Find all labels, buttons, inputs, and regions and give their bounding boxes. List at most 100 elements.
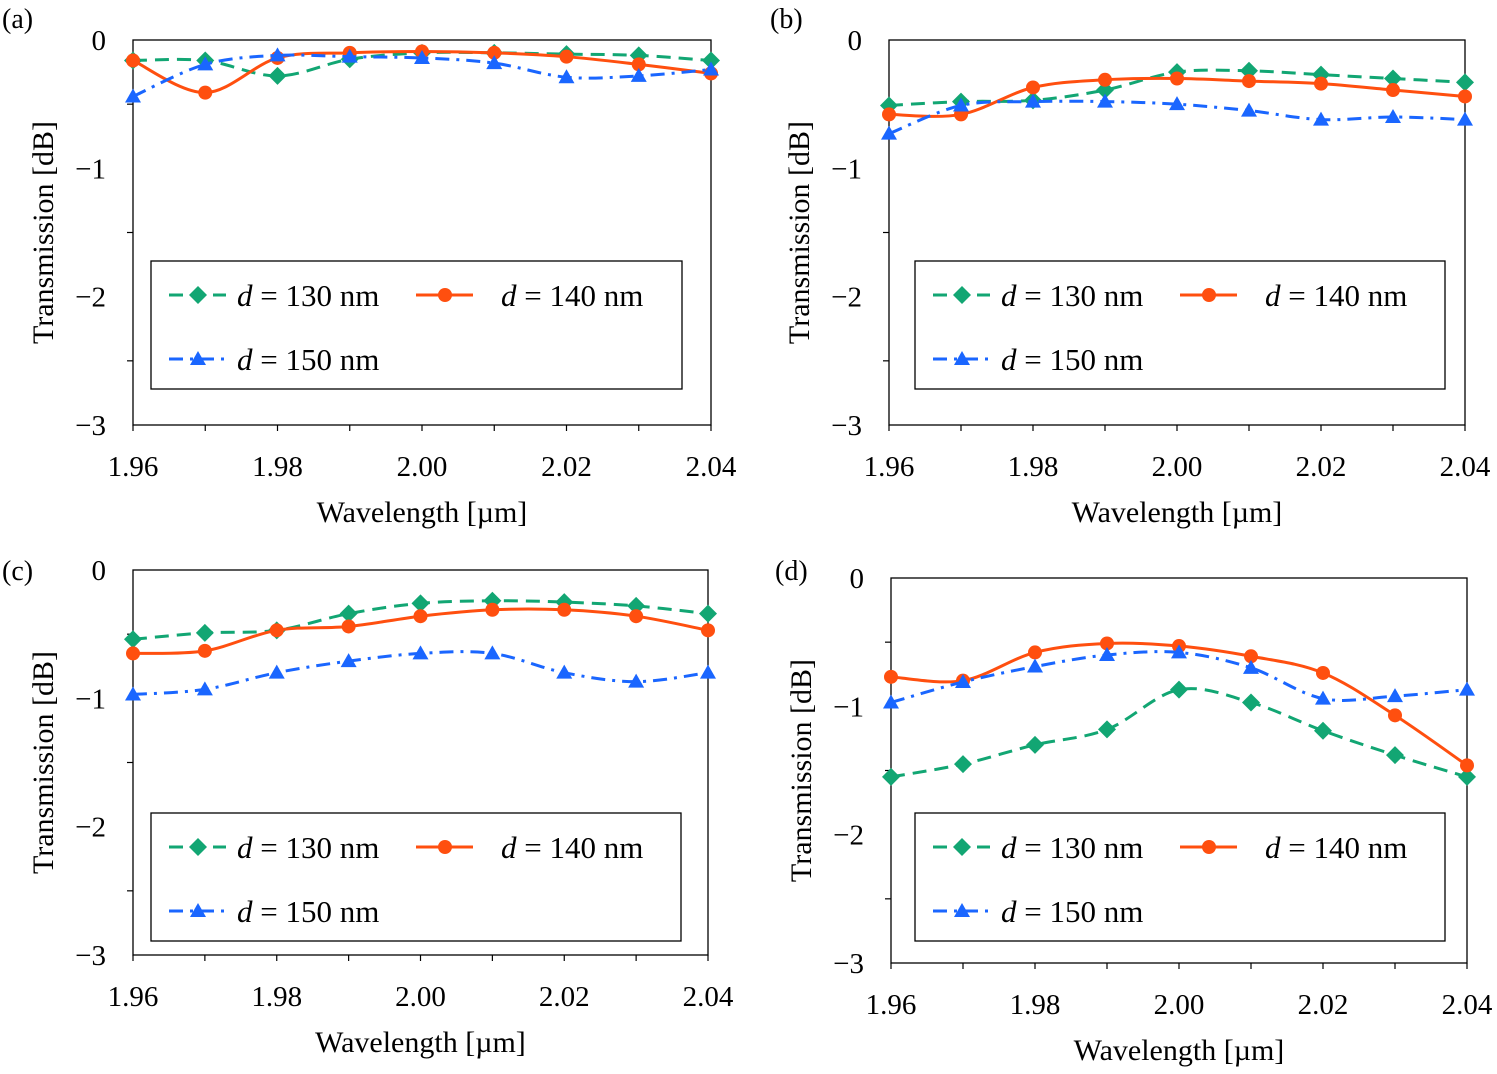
data-point bbox=[125, 686, 141, 701]
data-point bbox=[485, 602, 500, 617]
data-point bbox=[955, 673, 971, 688]
legend-variable: d bbox=[1001, 894, 1017, 929]
data-point bbox=[198, 85, 213, 100]
series-line bbox=[890, 650, 1468, 704]
legend-marker bbox=[438, 840, 452, 854]
legend-marker bbox=[954, 351, 970, 365]
x-tick-label: 2.04 bbox=[1442, 989, 1493, 1021]
legend-value: = 150 nm bbox=[1017, 894, 1144, 929]
legend-label: d = 130 nm bbox=[237, 830, 379, 865]
data-point bbox=[412, 645, 429, 660]
x-tick-label: 2.02 bbox=[1296, 451, 1347, 483]
data-point bbox=[628, 673, 645, 688]
data-point bbox=[1099, 647, 1115, 661]
y-tick-label: −3 bbox=[833, 948, 864, 980]
data-point bbox=[414, 49, 430, 64]
x-axis-label: Wavelength [µm] bbox=[317, 496, 528, 529]
panel-d: (d) 0 −1 −2 −31.96 1.98 2.00 2.02 2.04 Wavelength… bbox=[775, 556, 1493, 1067]
legend-marker bbox=[189, 286, 207, 304]
data-point bbox=[1314, 721, 1332, 740]
y-tick-label: −3 bbox=[831, 410, 862, 442]
data-point bbox=[556, 664, 573, 679]
legend-value: = 130 nm bbox=[253, 830, 380, 865]
legend-value: = 140 nm bbox=[517, 830, 644, 865]
data-point bbox=[1169, 96, 1185, 111]
x-tick-label: 1.96 bbox=[108, 451, 159, 483]
legend-box bbox=[914, 260, 1446, 390]
data-point bbox=[558, 69, 575, 84]
data-point bbox=[627, 596, 646, 615]
data-point bbox=[1314, 76, 1328, 91]
panel-b: (b) 0 −1 −2 −31.96 1.98 2.00 2.02 2.04 Wavelength… bbox=[770, 4, 1491, 529]
y-tick-label: 0 bbox=[92, 25, 107, 57]
x-tick-label: 1.96 bbox=[108, 981, 159, 1013]
y-tick-label: −2 bbox=[833, 820, 864, 852]
y-tick-label: 0 bbox=[850, 563, 865, 595]
data-point bbox=[1315, 690, 1331, 705]
legend: d = 130 nm d = 140 nmd = 150 nm bbox=[150, 812, 682, 942]
legend-marker bbox=[953, 838, 971, 856]
data-point bbox=[269, 623, 284, 638]
legend-value: = 130 nm bbox=[1017, 278, 1144, 313]
data-point bbox=[1171, 644, 1187, 659]
y-axis-label: Transmission [dB] bbox=[785, 659, 818, 882]
data-point bbox=[1025, 93, 1041, 108]
data-point bbox=[882, 767, 900, 786]
data-point bbox=[1170, 680, 1188, 699]
data-point bbox=[126, 53, 140, 68]
data-point bbox=[1386, 83, 1400, 98]
x-tick-label: 2.00 bbox=[395, 981, 446, 1013]
data-point bbox=[1098, 72, 1112, 87]
legend-variable: d bbox=[1001, 342, 1017, 377]
x-tick-label: 2.00 bbox=[1152, 451, 1203, 483]
y-tick-label: 0 bbox=[92, 555, 107, 587]
data-point bbox=[702, 51, 720, 70]
data-point bbox=[1313, 111, 1329, 126]
y-tick-label: −1 bbox=[75, 683, 106, 715]
panel-label: (d) bbox=[775, 556, 808, 587]
x-tick-label: 2.04 bbox=[683, 981, 734, 1013]
y-tick-label: −3 bbox=[75, 410, 106, 442]
data-point bbox=[883, 694, 899, 709]
data-point bbox=[1243, 659, 1259, 674]
data-point bbox=[701, 623, 715, 638]
legend-label: d = 130 nm bbox=[1001, 830, 1143, 865]
data-point bbox=[954, 755, 972, 774]
data-point bbox=[1170, 71, 1184, 86]
data-point bbox=[1316, 665, 1330, 680]
data-point bbox=[1385, 109, 1401, 123]
x-tick-label: 1.98 bbox=[1010, 989, 1061, 1021]
legend-variable: d bbox=[237, 278, 253, 313]
data-point bbox=[195, 623, 214, 642]
data-point bbox=[1457, 111, 1473, 126]
data-point bbox=[124, 630, 142, 649]
data-point bbox=[1241, 102, 1257, 117]
data-point bbox=[126, 646, 140, 661]
y-tick-label: −1 bbox=[833, 691, 864, 723]
series-d150 bbox=[125, 645, 716, 701]
series-d130 bbox=[882, 680, 1476, 786]
data-point bbox=[1384, 69, 1402, 88]
data-point bbox=[1027, 658, 1043, 673]
data-point bbox=[268, 664, 285, 679]
series-line bbox=[890, 687, 1468, 779]
legend-marker bbox=[190, 351, 206, 365]
legend-value: = 150 nm bbox=[1017, 342, 1144, 377]
data-point bbox=[629, 609, 644, 624]
series-d130 bbox=[124, 591, 717, 649]
legend-value: = 140 nm bbox=[1281, 830, 1408, 865]
y-tick-label: −2 bbox=[75, 282, 106, 314]
legend-value: = 140 nm bbox=[517, 278, 644, 313]
x-tick-label: 1.96 bbox=[864, 451, 915, 483]
data-point bbox=[1387, 688, 1403, 703]
legend-box bbox=[150, 812, 682, 942]
legend-marker bbox=[1202, 288, 1216, 302]
data-point bbox=[631, 57, 646, 72]
data-point bbox=[197, 56, 214, 71]
y-axis-label: Transmission [dB] bbox=[27, 121, 60, 344]
data-point bbox=[1388, 708, 1402, 723]
x-tick-label: 2.04 bbox=[686, 451, 737, 483]
legend-marker bbox=[954, 903, 970, 917]
legend-variable: d bbox=[501, 830, 517, 865]
series-line bbox=[132, 53, 712, 98]
